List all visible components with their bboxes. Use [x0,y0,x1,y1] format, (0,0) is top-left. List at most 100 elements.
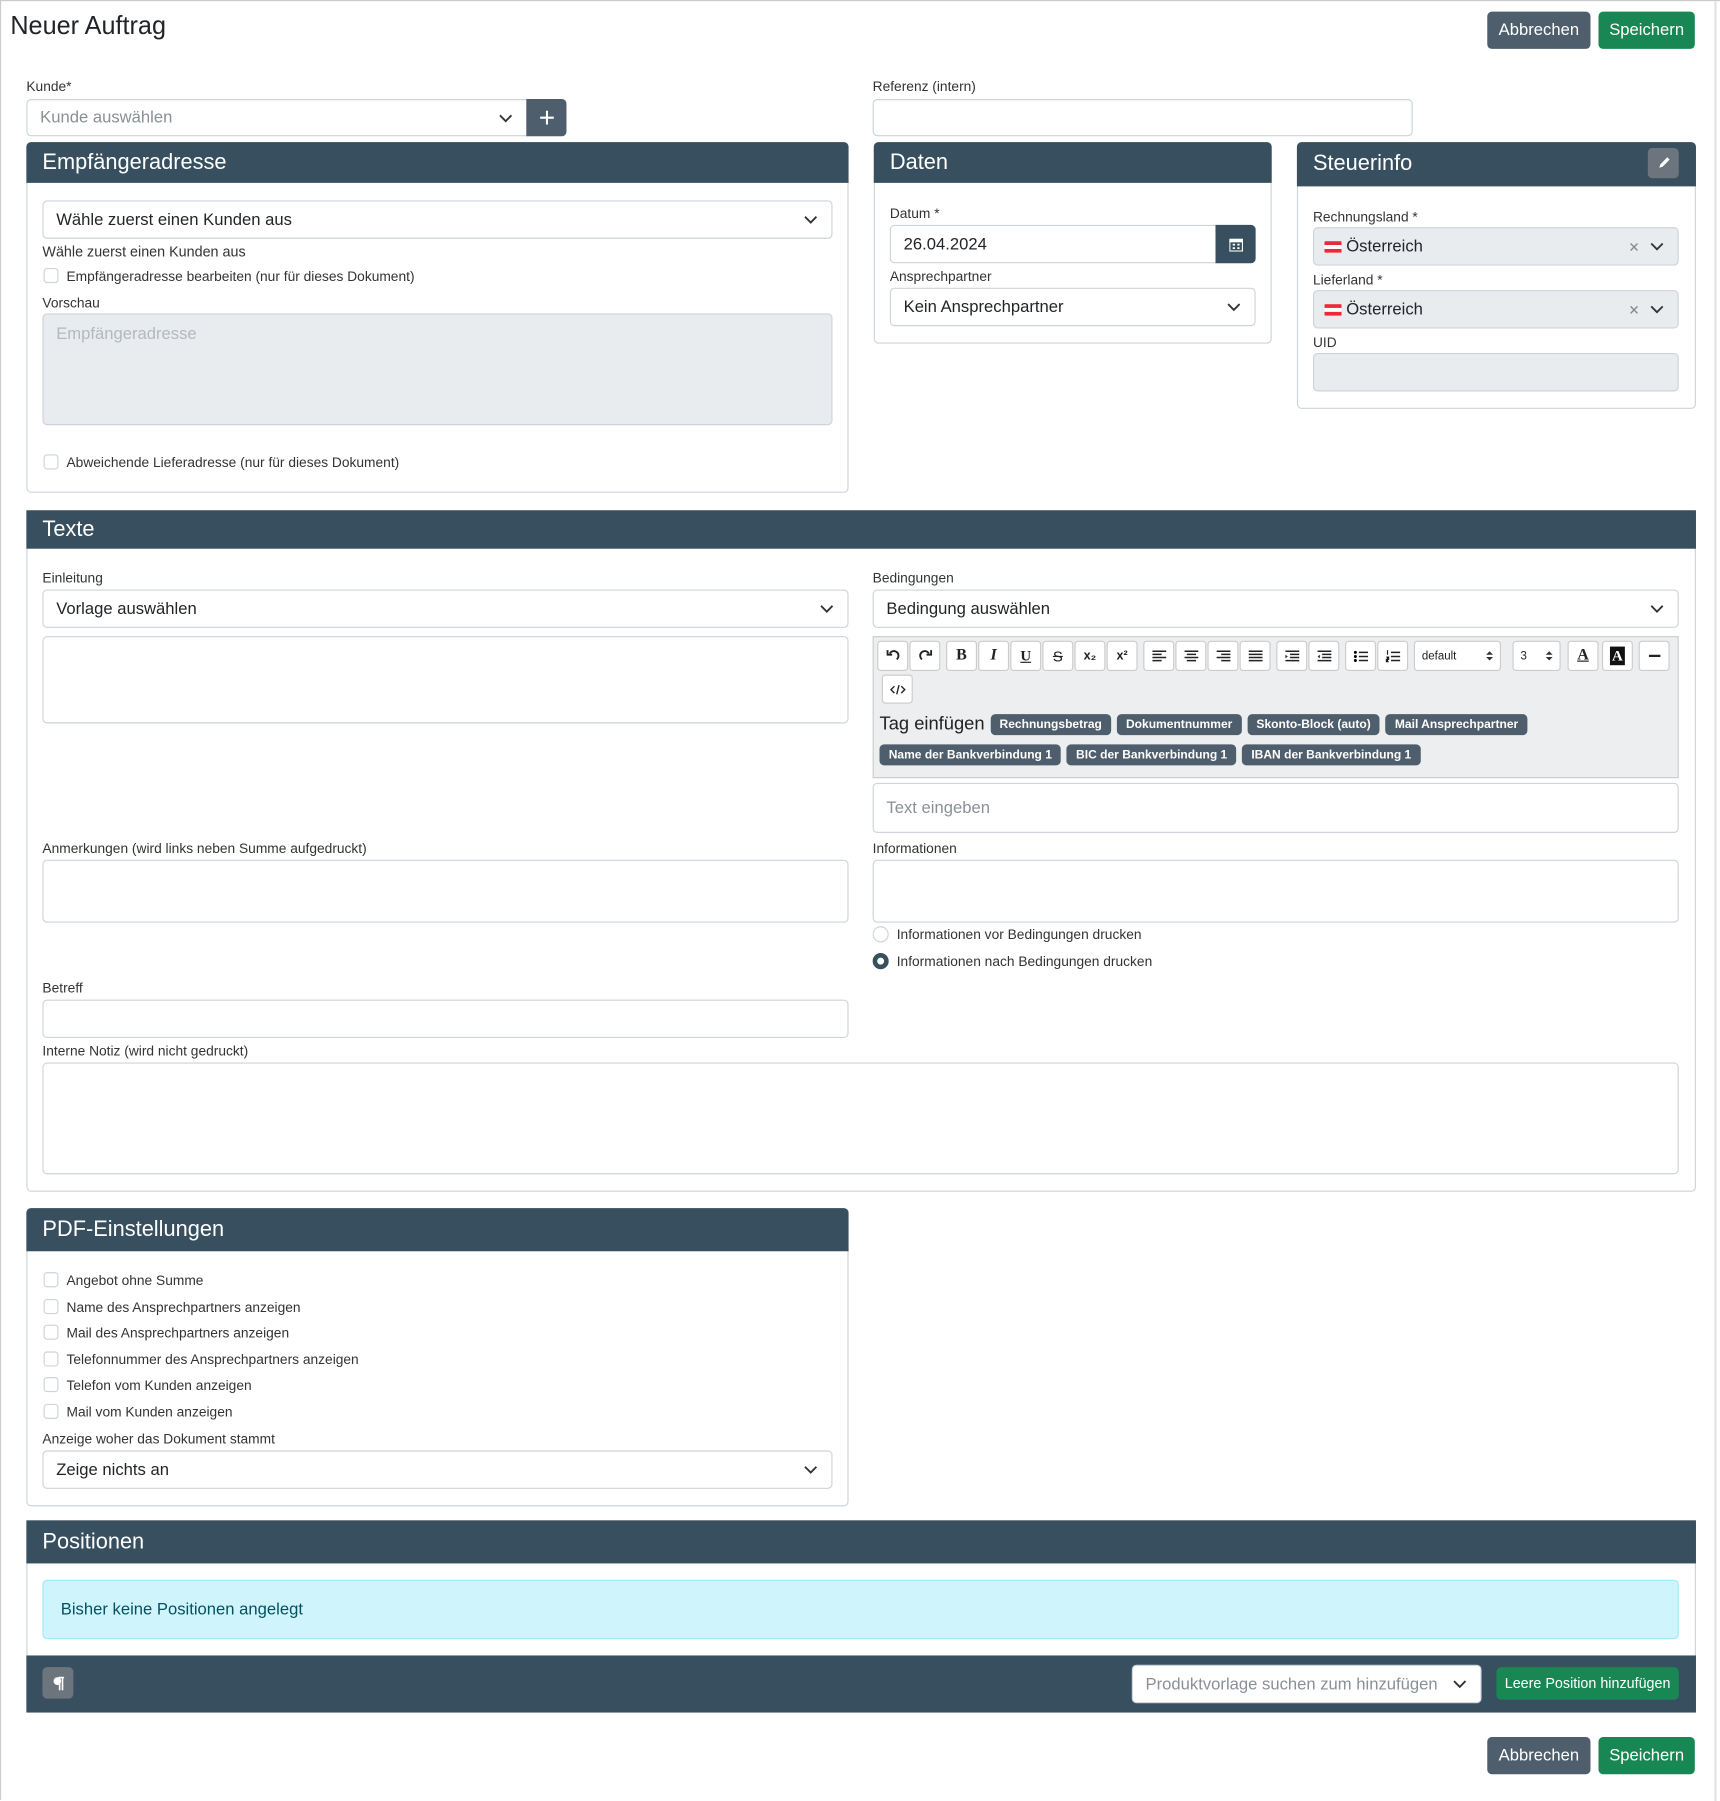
add-customer-button[interactable] [526,99,567,137]
billing-select[interactable]: Österreich [1312,227,1679,266]
recipient-select[interactable]: Wähle zuerst einen Kunden aus [42,200,833,239]
product-search-select[interactable]: Produktvorlage suchen zum hinzufügen [1131,1664,1482,1704]
cancel-button[interactable]: Abbrechen [1487,1737,1591,1775]
intro-select[interactable]: Vorlage auswählen [42,589,849,628]
conditions-select[interactable]: Bedingung auswählen [872,589,1679,628]
toolbar-select[interactable]: default [1413,640,1502,672]
save-button[interactable]: Speichern [1598,11,1695,49]
tag-badge[interactable]: Rechnungsbetrag [990,714,1112,736]
radio[interactable] [872,926,889,943]
select-value: Kein Ansprechpartner [903,297,1064,317]
edit-button[interactable] [1647,147,1679,179]
toolbar-button[interactable] [1345,640,1377,672]
chevron-icon [1650,305,1664,314]
date-value: 26.04.2024 [903,234,987,254]
hint-text: Wähle zuerst einen Kunden aus [42,243,246,260]
intro-label: Einleitung [42,569,103,586]
chevron-icon [1650,605,1664,613]
select-value: Vorlage auswählen [56,599,197,619]
toolbar-button[interactable] [877,640,909,672]
origin-label: Anzeige woher das Dokument stammt [42,1430,275,1447]
button-glyph: U [1020,646,1032,665]
calendar-icon [1228,238,1243,252]
subject-input[interactable] [42,999,849,1039]
checkbox[interactable] [43,454,59,470]
checkbox[interactable] [43,1351,59,1367]
note-textarea[interactable] [42,1062,1679,1175]
calendar-button[interactable] [1215,224,1256,264]
reference-label: Referenz (intern) [872,78,976,95]
checkbox[interactable] [43,1272,59,1288]
radio-label: Informationen nach Bedingungen drucken [896,952,1153,970]
pilcrow-icon [52,1676,64,1690]
toolbar-button[interactable]: A [1567,640,1599,672]
toolbar-button[interactable]: x² [1106,640,1138,672]
contact-select[interactable]: Kein Ansprechpartner [889,287,1256,327]
customer-label: Kunde* [26,78,72,95]
toolbar-button[interactable]: A [1601,640,1633,672]
editor-textarea[interactable]: Text eingeben [872,782,1679,833]
checkbox[interactable] [43,1324,59,1340]
tag-badge[interactable]: IBAN der Bankverbindung 1 [1242,744,1421,766]
card-header: Empfängeradresse [26,142,849,183]
toolbar-button[interactable]: I [978,640,1010,672]
tag-badge[interactable]: Dokumentnummer [1116,714,1242,736]
subject-label: Betreff [42,979,83,997]
toolbar-button[interactable]: B [946,640,977,672]
reference-input[interactable] [872,99,1413,137]
customer-select[interactable]: Kunde auswählen [26,99,528,137]
toolbar-button[interactable] [1175,640,1207,672]
radio-checked[interactable] [872,952,889,970]
toolbar-select[interactable]: 3 [1512,640,1561,672]
checkbox[interactable] [43,1377,59,1393]
chevron-icon [804,216,818,224]
button-glyph: A [1577,646,1589,665]
date-input[interactable]: 26.04.2024 [889,224,1217,264]
checkbox[interactable] [43,1298,59,1314]
delivery-select[interactable]: Österreich [1312,290,1679,329]
toolbar-button[interactable]: S [1042,640,1074,672]
toolbar-button[interactable] [881,674,913,704]
date-label: Datum * [889,205,940,222]
tag-badge[interactable]: BIC der Bankverbindung 1 [1066,744,1237,766]
delivery-label: Lieferland * [1312,271,1383,288]
toolbar-button[interactable] [1638,640,1670,672]
pilcrow-button[interactable] [42,1667,74,1699]
chevron-icon [1227,303,1241,312]
toolbar-icon [1316,650,1331,662]
checkbox[interactable] [43,1403,59,1419]
radio-label: Informationen vor Bedingungen drucken [896,926,1142,943]
remarks-textarea[interactable] [42,859,849,923]
checkbox[interactable] [43,267,59,284]
select-value: Österreich [1346,299,1423,319]
toolbar-button[interactable] [1308,640,1340,672]
cancel-button[interactable]: Abbrechen [1487,11,1591,49]
toolbar-icon [1648,654,1660,658]
toolbar-button[interactable] [909,640,941,672]
clear-icon[interactable] [1629,242,1638,251]
toolbar-button[interactable] [1239,640,1271,672]
tag-badge[interactable]: Mail Ansprechpartner [1385,714,1528,736]
toolbar-button[interactable] [1276,640,1308,672]
page-title: Neuer Auftrag [10,10,166,40]
checkbox-label: Angebot ohne Summe [66,1272,204,1289]
info-textarea[interactable] [872,859,1679,923]
toolbar-button[interactable] [1143,640,1175,672]
toolbar-button[interactable]: x₂ [1074,640,1106,672]
uid-input[interactable] [1312,352,1679,392]
toolbar-button[interactable] [1207,640,1239,672]
toolbar-button[interactable] [1377,640,1409,672]
button-glyph: x² [1116,648,1128,663]
clear-icon[interactable] [1629,305,1638,314]
intro-textarea[interactable] [42,636,849,724]
toolbar-button[interactable]: U [1010,640,1042,672]
tag-badge[interactable]: Skonto-Block (auto) [1247,714,1380,736]
save-button[interactable]: Speichern [1598,1737,1695,1775]
add-empty-position-button[interactable]: Leere Position hinzufügen [1496,1667,1679,1700]
tag-badge[interactable]: Name der Bankverbindung 1 [879,744,1062,766]
preview-label: Vorschau [42,294,100,312]
toolbar-icon [1183,650,1198,662]
scrollbar [1714,1,1717,1801]
origin-select[interactable]: Zeige nichts an [42,1450,833,1489]
